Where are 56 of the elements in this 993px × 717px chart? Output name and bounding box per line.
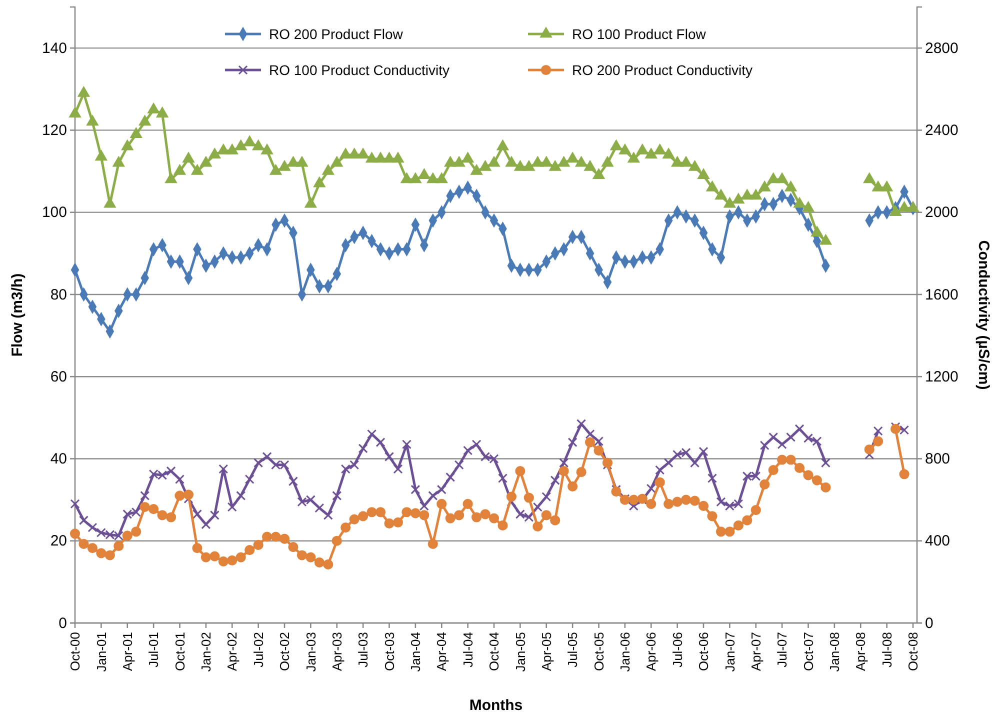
x-tick-label: Oct-00: [68, 632, 83, 672]
y-tick-label: 120: [42, 122, 67, 139]
x-tick-label: Jan-03: [303, 632, 318, 672]
y2-tick-label: 0: [925, 614, 934, 632]
x-tick-label: Apr-02: [224, 632, 240, 672]
x-tick-label: Apr-06: [644, 632, 659, 672]
y-tick-label: 40: [50, 450, 67, 468]
y2-tick-label: 800: [925, 450, 950, 468]
x-tick-label: Apr-07: [748, 632, 764, 672]
x-tick-label: Apr-03: [329, 632, 344, 672]
y2-tick-label: 1200: [925, 368, 958, 386]
y-tick-label: 100: [42, 204, 67, 222]
y-tick-label: 80: [50, 286, 67, 304]
x-tick-label: Oct-03: [382, 632, 397, 672]
x-tick-label: Oct-06: [696, 632, 712, 672]
x-tick-label: Jul-06: [670, 632, 685, 668]
x-tick-label: Oct-02: [277, 632, 292, 672]
x-tick-label: Jul-03: [356, 632, 371, 668]
legend-label: RO 200 Product Flow: [269, 26, 404, 42]
x-tick-label: Oct-01: [172, 632, 188, 672]
x-tick-label: Jul-04: [460, 632, 476, 668]
y-axis-title: Flow (m3/h): [9, 273, 26, 357]
x-tick-label: Jul-07: [774, 632, 790, 668]
x-tick-label: Jul-02: [250, 632, 266, 668]
x-tick-label: Jan-02: [198, 632, 214, 672]
y2-tick-label: 2800: [925, 40, 958, 57]
x-tick-label: Jan-04: [408, 632, 423, 672]
legend-label: RO 100 Product Flow: [572, 26, 707, 42]
x-axis-title: Months: [469, 697, 523, 714]
y2-tick-label: 1600: [925, 286, 958, 304]
legend-label: RO 100 Product Conductivity: [269, 62, 450, 78]
x-tick-label: Oct-07: [800, 632, 816, 672]
y-tick-label: 60: [50, 368, 67, 386]
x-tick-label: Jul-01: [146, 632, 162, 668]
x-tick-label: Apr-01: [120, 632, 135, 672]
y-tick-label: 0: [58, 614, 67, 632]
x-tick-label: Jul-05: [565, 632, 580, 668]
y2-axis-title: Conductivity (µS/cm): [975, 240, 992, 390]
x-tick-label: Apr-05: [538, 632, 554, 672]
x-tick-label: Jan-05: [512, 632, 528, 672]
x-tick-label: Jan-01: [94, 632, 109, 672]
y-tick-label: 20: [50, 532, 67, 550]
y2-tick-label: 2000: [925, 204, 958, 222]
x-tick-label: Oct-05: [591, 632, 606, 672]
x-tick-label: Oct-08: [906, 632, 921, 672]
y-tick-label: 140: [42, 40, 67, 57]
x-tick-label: Apr-08: [853, 632, 868, 672]
x-tick-label: Jul-08: [879, 632, 894, 668]
y2-tick-label: 400: [925, 532, 950, 550]
x-tick-label: Apr-04: [434, 632, 450, 672]
x-tick-label: Jan-08: [826, 632, 842, 672]
y2-tick-label: 2400: [925, 122, 958, 139]
x-tick-label: Oct-04: [486, 632, 502, 672]
x-tick-label: Jan-06: [617, 632, 632, 672]
legend-label: RO 200 Product Conductivity: [572, 62, 753, 78]
x-tick-label: Jan-07: [722, 632, 738, 672]
